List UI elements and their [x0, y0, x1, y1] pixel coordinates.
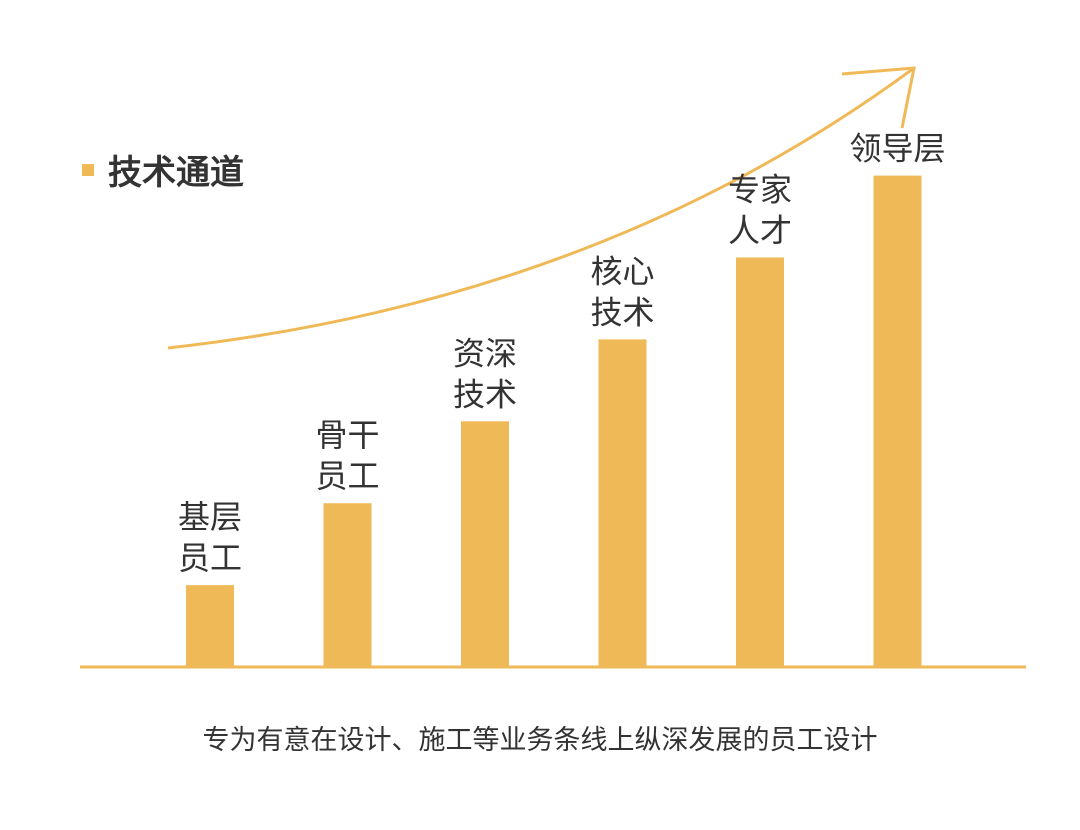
category-label-5-line-1: 专家 [728, 171, 792, 209]
category-label-2-line-1: 骨干 [315, 416, 379, 454]
chart-title: 技术通道 [108, 153, 244, 193]
category-label-2-line-2: 员工 [315, 457, 379, 495]
category-label-3-line-1: 资深 [453, 334, 517, 372]
category-label-1-line-2: 员工 [178, 539, 242, 577]
bar-4 [598, 339, 647, 667]
bar-2 [323, 503, 372, 667]
category-label-4-line-2: 技术 [590, 293, 654, 331]
bars [186, 175, 922, 667]
category-label-1-line-1: 基层 [178, 498, 242, 536]
bar-6 [873, 175, 922, 667]
title-marker [82, 164, 94, 176]
category-label-3-line-2: 技术 [453, 375, 517, 413]
bar-1 [186, 585, 234, 667]
category-label-5-line-2: 人才 [728, 212, 792, 250]
bar-5 [736, 257, 784, 667]
growth-arrow-head [841, 66, 916, 129]
growth-arrow-curve [167, 66, 915, 350]
chart-caption: 专为有意在设计、施工等业务条线上纵深发展的员工设计 [202, 725, 878, 756]
category-label-4-line-1: 核心 [590, 252, 654, 290]
bar-3 [461, 421, 509, 667]
category-label-6-line-1: 领导层 [849, 130, 945, 168]
